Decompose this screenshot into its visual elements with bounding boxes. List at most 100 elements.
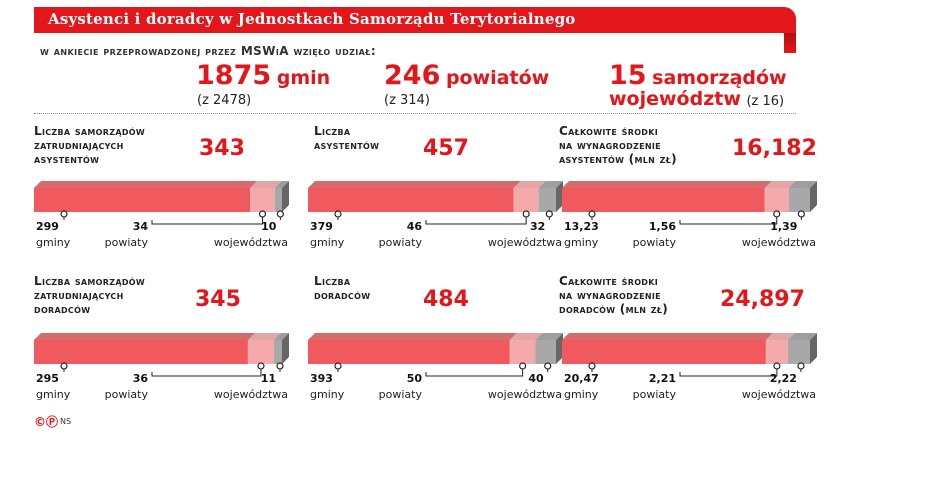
chart-title: Asystenci i doradcy w Jednostkach Samorz… (48, 10, 576, 28)
bar-top-powiaty (250, 181, 282, 188)
bar-top-gminy (562, 181, 772, 188)
summary-powiaty-unit: powiatów (445, 67, 550, 89)
bar-segment-gminy (34, 188, 251, 212)
leader-powiaty (151, 369, 262, 377)
value-label-gminy: 295 (36, 372, 59, 385)
bar-segment-wojewodztwa (538, 188, 556, 212)
value-label-gminy: 13,23 (564, 220, 599, 233)
value-label-wojewodztwa: 40 (528, 372, 544, 385)
value-label-wojewodztwa: 11 (261, 372, 276, 385)
category-label-powiaty: powiaty (633, 388, 677, 401)
marker-gminy (60, 210, 68, 218)
bar-segment-powiaty (513, 188, 539, 212)
marker-powiaty (258, 210, 267, 218)
leader-powiaty (425, 369, 524, 377)
panel-6-label-line: Całkowite środki (559, 274, 659, 288)
panel-3-label-line: asystentów (mln zł) (559, 152, 677, 166)
bar-side (810, 181, 817, 212)
marker-powiaty (522, 210, 530, 218)
category-label-gminy: gminy (564, 388, 599, 401)
marker-powiaty (773, 362, 781, 370)
summary-powiaty-note: (z 314) (384, 93, 430, 108)
title-banner: Asystenci i doradcy w Jednostkach Samorz… (34, 7, 796, 33)
category-label-powiaty: powiaty (379, 236, 423, 249)
category-label-powiaty: powiaty (633, 236, 677, 249)
marker-wojewodztwa (797, 210, 805, 218)
bar-top-powiaty (765, 333, 795, 340)
bar-segment-gminy (308, 340, 510, 364)
panel-4-label-line: doradców (34, 302, 91, 316)
panel-1-label-line: zatrudniających (34, 138, 124, 152)
panel-5-label-line: Liczba (314, 274, 351, 288)
agency-label: NS (60, 417, 72, 426)
value-label-powiaty: 36 (133, 372, 149, 385)
panel-6-label-line: doradców (mln zł) (559, 302, 669, 316)
bar-side (810, 333, 817, 364)
bar-top-wojewodztwa (535, 333, 563, 340)
bar-top-powiaty (509, 333, 543, 340)
category-label-powiaty: powiaty (105, 236, 149, 249)
copyright: ©Ⓟ NS (34, 411, 71, 430)
panel-6-total: 24,897 (720, 287, 805, 312)
marker-wojewodztwa (797, 362, 805, 370)
value-label-wojewodztwa: 2,22 (770, 372, 797, 385)
value-label-gminy: 299 (36, 220, 59, 233)
bar-segment-powiaty (250, 188, 275, 212)
category-label-wojewodztwa: województwa (488, 236, 562, 249)
bar-top-powiaty (764, 181, 796, 188)
bar-top-wojewodztwa (274, 333, 289, 340)
summary-wojewodztwa: 15 samorządów (609, 62, 787, 89)
bar-segment-wojewodztwa (788, 188, 810, 212)
panel-6-label-line: na wynagrodzenie (559, 288, 661, 302)
panel-2-label-line: Liczba (314, 124, 351, 138)
category-label-gminy: gminy (310, 388, 345, 401)
bar-top-wojewodztwa (788, 181, 817, 188)
summary-wojewodztwa-note: (z 16) (746, 94, 785, 109)
summary-gminy-unit: gmin (276, 67, 331, 89)
bar-side (556, 181, 563, 212)
value-label-gminy: 379 (310, 220, 333, 233)
summary-gminy-number: 1875 (196, 60, 272, 91)
bar-top-gminy (562, 333, 773, 340)
value-label-gminy: 20,47 (564, 372, 599, 385)
bar-top-gminy (308, 333, 517, 340)
panel-4-total: 345 (195, 287, 241, 312)
panel-4-label-line: zatrudniających (34, 288, 124, 302)
marker-gminy (588, 362, 596, 370)
value-label-powiaty: 34 (133, 220, 149, 233)
summary-wojewodztwa-unit: samorządów (652, 67, 787, 89)
value-label-powiaty: 46 (407, 220, 423, 233)
summary-wojewodztwa-unit2: województw (609, 88, 741, 110)
panel-1-label-line: asystentów (34, 152, 100, 166)
marker-powiaty (519, 362, 527, 370)
panel-4-label-line: Liczba samorządów (34, 274, 145, 288)
value-label-wojewodztwa: 10 (261, 220, 277, 233)
panel-1-total: 343 (199, 136, 245, 161)
bar-segment-gminy (562, 340, 766, 364)
category-label-gminy: gminy (564, 236, 599, 249)
marker-gminy (334, 210, 342, 218)
panel-3-total: 16,182 (732, 136, 817, 161)
summary-gminy-note: (z 2478) (197, 93, 252, 108)
bar-segment-powiaty (765, 340, 788, 364)
bar-segment-wojewodztwa (787, 340, 810, 364)
category-label-gminy: gminy (36, 388, 71, 401)
bar-segment-gminy (308, 188, 514, 212)
bar-top-gminy (34, 333, 255, 340)
summary-wojewodztwa-line2: województw (z 16) (609, 90, 784, 109)
category-label-powiaty: powiaty (105, 388, 149, 401)
bar-segment-gminy (562, 188, 765, 212)
bar-top-powiaty (247, 333, 282, 340)
marker-gminy (334, 362, 342, 370)
bar-segment-powiaty (247, 340, 275, 364)
category-label-gminy: gminy (36, 236, 71, 249)
leader-powiaty (679, 217, 778, 225)
panel-1-label-line: Liczba samorządów (34, 124, 145, 138)
panel-3-label-line: na wynagrodzenie (559, 138, 661, 152)
banner-fold (784, 33, 796, 53)
bar-top-wojewodztwa (274, 181, 289, 188)
bar-segment-gminy (34, 340, 248, 364)
survey-intro: w ankiecie przeprowadzonej przez MSWiA w… (40, 44, 377, 58)
bar-top-gminy (308, 181, 521, 188)
